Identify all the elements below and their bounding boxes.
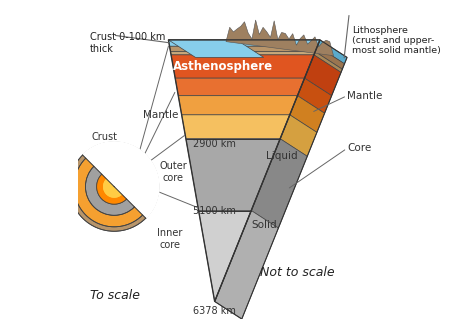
Text: To scale: To scale (90, 289, 140, 301)
Polygon shape (103, 179, 122, 198)
Polygon shape (168, 40, 264, 57)
Circle shape (85, 158, 143, 215)
Polygon shape (186, 139, 280, 211)
Text: 6378 km: 6378 km (193, 306, 236, 316)
Text: Mantle: Mantle (347, 91, 383, 101)
Text: Crust 0-100 km
thick: Crust 0-100 km thick (90, 32, 165, 54)
Text: Asthenosphere: Asthenosphere (173, 60, 273, 72)
Text: Solid: Solid (251, 220, 277, 230)
Text: Mantle: Mantle (143, 110, 178, 120)
Polygon shape (182, 115, 290, 139)
Polygon shape (171, 52, 315, 55)
Polygon shape (171, 55, 314, 78)
Circle shape (97, 169, 132, 204)
Polygon shape (178, 96, 298, 115)
Polygon shape (226, 20, 334, 56)
Polygon shape (251, 139, 307, 228)
Polygon shape (298, 78, 332, 113)
Polygon shape (168, 40, 320, 46)
Polygon shape (170, 46, 318, 52)
Polygon shape (215, 211, 278, 319)
Polygon shape (175, 78, 304, 96)
Text: Not to scale: Not to scale (260, 266, 335, 279)
Text: Inner
core: Inner core (157, 228, 182, 250)
Circle shape (103, 175, 125, 198)
Text: 5100 km: 5100 km (193, 206, 236, 217)
Circle shape (70, 142, 159, 231)
Polygon shape (82, 141, 160, 219)
Circle shape (97, 169, 132, 204)
Text: Liquid: Liquid (266, 151, 298, 161)
Polygon shape (304, 55, 341, 96)
Text: Lithosphere
(crust and upper-
most solid mantle): Lithosphere (crust and upper- most solid… (353, 26, 441, 55)
Text: Core: Core (347, 143, 371, 153)
Polygon shape (314, 52, 342, 72)
Text: Crust: Crust (91, 132, 118, 142)
Polygon shape (280, 115, 317, 156)
Polygon shape (315, 46, 345, 69)
Text: 2900 km: 2900 km (193, 139, 236, 149)
Polygon shape (97, 174, 127, 204)
Polygon shape (199, 211, 251, 301)
Polygon shape (290, 96, 325, 132)
Text: Outer
core: Outer core (159, 161, 187, 183)
Circle shape (74, 146, 155, 227)
Polygon shape (318, 40, 347, 64)
